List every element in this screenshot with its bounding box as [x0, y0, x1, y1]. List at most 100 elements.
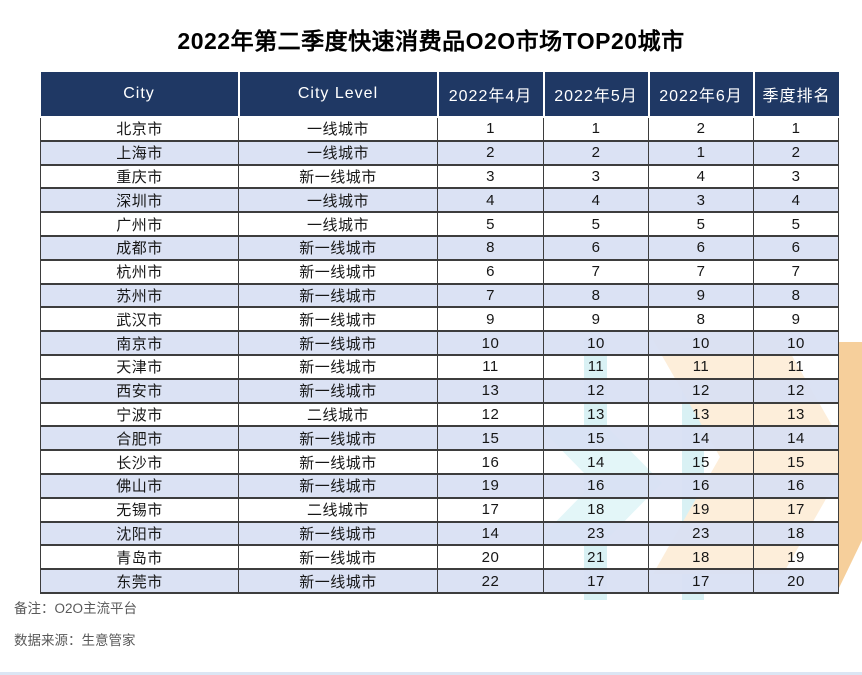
cell-city: 上海市 — [40, 139, 239, 166]
table-row: 成都市 新一线城市 8 6 6 6 — [40, 234, 839, 261]
cell-city-level: 新一线城市 — [238, 330, 438, 356]
cell-2022-05-rank: 18 — [543, 496, 649, 523]
cell-2022-04-rank: 16 — [437, 449, 544, 475]
bottom-edge-line — [0, 672, 862, 675]
cell-quarter-rank: 14 — [753, 425, 839, 452]
cell-city-level: 新一线城市 — [238, 544, 438, 571]
cell-quarter-rank: 20 — [753, 568, 839, 594]
cell-2022-05-rank: 11 — [543, 353, 649, 380]
cell-2022-05-rank: 13 — [543, 401, 649, 428]
cell-2022-05-rank: 12 — [543, 377, 649, 404]
cell-2022-05-rank: 3 — [543, 163, 649, 190]
table-row: 宁波市 二线城市 12 13 13 13 — [40, 401, 839, 428]
cell-2022-06-rank: 7 — [648, 258, 754, 285]
cell-2022-04-rank: 20 — [437, 544, 544, 571]
cell-2022-06-rank: 16 — [648, 472, 754, 499]
table-row: 东莞市 新一线城市 22 17 17 20 — [40, 568, 839, 594]
cell-quarter-rank: 15 — [753, 449, 839, 475]
cell-2022-04-rank: 10 — [437, 330, 544, 356]
cell-2022-05-rank: 8 — [543, 282, 649, 309]
cell-city: 宁波市 — [40, 401, 239, 428]
cell-2022-04-rank: 5 — [437, 211, 544, 237]
cell-city: 成都市 — [40, 234, 239, 261]
col-header-quarter-rank: 季度排名 — [753, 72, 839, 118]
cell-city-level: 一线城市 — [238, 116, 438, 142]
cell-city: 合肥市 — [40, 425, 239, 452]
table-row: 重庆市 新一线城市 3 3 4 3 — [40, 163, 839, 190]
table-row: 长沙市 新一线城市 16 14 15 15 — [40, 449, 839, 475]
cell-city: 武汉市 — [40, 306, 239, 333]
table-row: 广州市 一线城市 5 5 5 5 — [40, 211, 839, 237]
cell-2022-06-rank: 15 — [648, 449, 754, 475]
cell-city: 深圳市 — [40, 187, 239, 214]
cell-city-level: 新一线城市 — [238, 234, 438, 261]
cell-2022-05-rank: 21 — [543, 544, 649, 571]
cell-2022-06-rank: 14 — [648, 425, 754, 452]
cell-2022-06-rank: 3 — [648, 187, 754, 214]
table-row: 沈阳市 新一线城市 14 23 23 18 — [40, 520, 839, 547]
cell-2022-04-rank: 11 — [437, 353, 544, 380]
cell-2022-06-rank: 13 — [648, 401, 754, 428]
table-row: 合肥市 新一线城市 15 15 14 14 — [40, 425, 839, 452]
cell-2022-05-rank: 17 — [543, 568, 649, 594]
table-row: 青岛市 新一线城市 20 21 18 19 — [40, 544, 839, 571]
cell-quarter-rank: 13 — [753, 401, 839, 428]
cell-quarter-rank: 17 — [753, 496, 839, 523]
cell-quarter-rank: 18 — [753, 520, 839, 547]
cell-2022-06-rank: 12 — [648, 377, 754, 404]
cell-city: 东莞市 — [40, 568, 239, 594]
cell-city: 南京市 — [40, 330, 239, 356]
cell-city: 沈阳市 — [40, 520, 239, 547]
cell-2022-05-rank: 15 — [543, 425, 649, 452]
cell-city-level: 新一线城市 — [238, 449, 438, 475]
cell-2022-05-rank: 5 — [543, 211, 649, 237]
cell-city: 天津市 — [40, 353, 239, 380]
cell-2022-06-rank: 19 — [648, 496, 754, 523]
table-row: 武汉市 新一线城市 9 9 8 9 — [40, 306, 839, 333]
cell-quarter-rank: 12 — [753, 377, 839, 404]
table-row: 苏州市 新一线城市 7 8 9 8 — [40, 282, 839, 309]
cell-2022-04-rank: 13 — [437, 377, 544, 404]
cell-city-level: 一线城市 — [238, 139, 438, 166]
cell-city-level: 新一线城市 — [238, 306, 438, 333]
cell-2022-06-rank: 1 — [648, 139, 754, 166]
cell-2022-05-rank: 16 — [543, 472, 649, 499]
col-header-city-level: City Level — [238, 72, 439, 118]
cell-quarter-rank: 5 — [753, 211, 839, 237]
cell-quarter-rank: 16 — [753, 472, 839, 499]
cell-2022-05-rank: 6 — [543, 234, 649, 261]
cell-2022-06-rank: 2 — [648, 116, 754, 142]
col-header-city: City — [40, 72, 240, 118]
cell-2022-04-rank: 14 — [437, 520, 544, 547]
cell-2022-04-rank: 1 — [437, 116, 544, 142]
cell-2022-06-rank: 18 — [648, 544, 754, 571]
cell-city-level: 二线城市 — [238, 401, 438, 428]
cell-2022-04-rank: 3 — [437, 163, 544, 190]
cell-city-level: 新一线城市 — [238, 258, 438, 285]
cell-2022-05-rank: 7 — [543, 258, 649, 285]
cell-city-level: 新一线城市 — [238, 568, 438, 594]
cell-quarter-rank: 19 — [753, 544, 839, 571]
cell-quarter-rank: 8 — [753, 282, 839, 309]
cell-2022-04-rank: 17 — [437, 496, 544, 523]
cell-city-level: 新一线城市 — [238, 353, 438, 380]
cell-2022-05-rank: 10 — [543, 330, 649, 356]
cell-city-level: 新一线城市 — [238, 377, 438, 404]
cell-quarter-rank: 1 — [753, 116, 839, 142]
col-header-april: 2022年4月 — [437, 72, 545, 118]
cell-city: 佛山市 — [40, 472, 239, 499]
cell-2022-06-rank: 6 — [648, 234, 754, 261]
cell-city-level: 新一线城市 — [238, 425, 438, 452]
cell-2022-04-rank: 4 — [437, 187, 544, 214]
cell-quarter-rank: 4 — [753, 187, 839, 214]
cell-quarter-rank: 11 — [753, 353, 839, 380]
table-row: 杭州市 新一线城市 6 7 7 7 — [40, 258, 839, 285]
cell-2022-04-rank: 19 — [437, 472, 544, 499]
table-header-row: City City Level 2022年4月 2022年5月 2022年6月 … — [40, 72, 839, 118]
cell-city-level: 新一线城市 — [238, 520, 438, 547]
page-title: 2022年第二季度快速消费品O2O市场TOP20城市 — [177, 28, 685, 54]
ranking-table: City City Level 2022年4月 2022年5月 2022年6月 … — [40, 72, 839, 594]
cell-2022-04-rank: 2 — [437, 139, 544, 166]
cell-2022-06-rank: 4 — [648, 163, 754, 190]
